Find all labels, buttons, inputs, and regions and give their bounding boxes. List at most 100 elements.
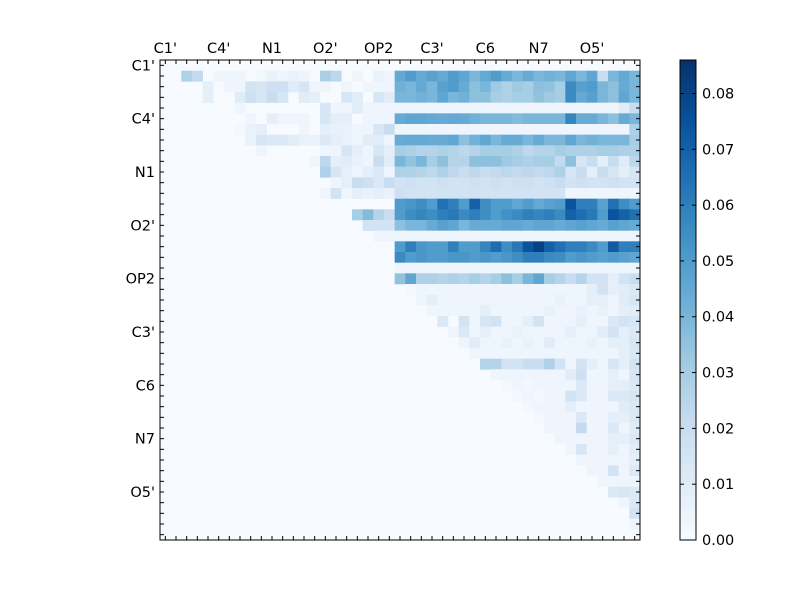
heatmap-cell xyxy=(245,124,257,135)
heatmap-cell xyxy=(469,188,481,199)
heatmap-cell xyxy=(437,156,449,167)
heatmap-cell xyxy=(533,145,545,157)
heatmap-cell xyxy=(512,241,523,253)
heatmap-cell xyxy=(416,198,427,210)
heatmap-cell xyxy=(437,305,449,317)
heatmap-cell xyxy=(341,81,353,93)
heatmap-cell xyxy=(522,380,534,391)
heatmap-cell xyxy=(597,454,609,466)
heatmap-cell xyxy=(224,81,235,93)
heatmap-cell xyxy=(330,134,342,146)
heatmap-cell xyxy=(576,241,587,253)
heatmap-cell xyxy=(618,188,630,199)
heatmap-cell xyxy=(394,102,406,114)
heatmap-cell xyxy=(437,262,449,274)
heatmap-cell xyxy=(576,198,587,210)
heatmap-cell xyxy=(522,156,534,167)
heatmap-cell xyxy=(416,92,427,103)
heatmap-cell xyxy=(469,209,481,221)
heatmap-cell xyxy=(341,92,353,103)
heatmap-cell xyxy=(362,145,374,157)
heatmap-cell xyxy=(533,102,545,114)
heatmap-cell xyxy=(426,156,438,167)
x-tick-label: N7 xyxy=(529,41,549,57)
heatmap-cell xyxy=(480,337,491,349)
heatmap-cell xyxy=(426,209,438,221)
heatmap-cell xyxy=(458,273,470,285)
heatmap-cell xyxy=(426,81,438,93)
heatmap-cell xyxy=(490,241,502,253)
heatmap-cell xyxy=(544,326,555,338)
heatmap-cell xyxy=(501,262,513,274)
heatmap-cell xyxy=(576,348,587,359)
heatmap-cell xyxy=(384,81,395,93)
heatmap-cell xyxy=(469,145,481,157)
heatmap-cell xyxy=(618,497,630,509)
heatmap-cell xyxy=(597,380,609,391)
heatmap-cell xyxy=(469,81,481,93)
heatmap-cell xyxy=(522,113,534,125)
heatmap-cell xyxy=(469,134,481,146)
heatmap-cell xyxy=(501,177,513,189)
heatmap-cell xyxy=(608,198,619,210)
heatmap-cell xyxy=(586,113,598,125)
heatmap-cell xyxy=(320,113,331,125)
heatmap-cell xyxy=(586,454,598,466)
heatmap-cell xyxy=(405,92,417,103)
heatmap-cell xyxy=(618,81,630,93)
heatmap-cell xyxy=(565,220,577,231)
heatmap-cell xyxy=(458,166,470,178)
colorbar-tick-label: 0.08 xyxy=(702,86,734,102)
heatmap-cell xyxy=(608,294,619,306)
heatmap-cell xyxy=(416,220,427,231)
heatmap-cell xyxy=(597,166,609,178)
heatmap-cell xyxy=(330,177,342,189)
heatmap-cell xyxy=(565,337,577,349)
heatmap-cell xyxy=(362,220,374,231)
heatmap-cell xyxy=(554,241,566,253)
heatmap-cell xyxy=(554,198,566,210)
heatmap-cell xyxy=(565,241,577,253)
heatmap-cell xyxy=(544,412,555,423)
heatmap-cell xyxy=(608,241,619,253)
heatmap-cell xyxy=(554,326,566,338)
heatmap-cell xyxy=(192,70,203,82)
heatmap-cell xyxy=(608,252,619,263)
heatmap-cell xyxy=(469,262,481,274)
heatmap-cell xyxy=(352,156,363,167)
heatmap-cell xyxy=(384,188,395,199)
heatmap-cell xyxy=(501,102,513,114)
heatmap-cell xyxy=(469,124,481,135)
heatmap-cell xyxy=(416,166,427,178)
heatmap-cell xyxy=(256,92,267,103)
heatmap-cell xyxy=(618,380,630,391)
heatmap-cell xyxy=(629,273,641,285)
heatmap-cell xyxy=(362,102,374,114)
heatmap-cell xyxy=(458,284,470,295)
heatmap-cell xyxy=(618,92,630,103)
heatmap-cell xyxy=(352,188,363,199)
heatmap-cell xyxy=(373,145,385,157)
heatmap-cell xyxy=(512,145,523,157)
heatmap-cell xyxy=(416,230,427,242)
heatmap-cell xyxy=(437,316,449,327)
heatmap-cell xyxy=(586,70,598,82)
heatmap-cell xyxy=(458,156,470,167)
heatmap-cell xyxy=(480,81,491,93)
heatmap-cell xyxy=(288,113,299,125)
colorbar-tick-label: 0.01 xyxy=(702,477,734,493)
heatmap-cell xyxy=(373,177,385,189)
heatmap-cell xyxy=(448,166,459,178)
heatmap-cell xyxy=(480,273,491,285)
heatmap-cell xyxy=(544,337,555,349)
heatmap-cell xyxy=(277,92,289,103)
heatmap-cell xyxy=(522,198,534,210)
heatmap-cell xyxy=(629,390,641,402)
heatmap-cell xyxy=(554,262,566,274)
heatmap-cell xyxy=(576,113,587,125)
heatmap-cell xyxy=(416,273,427,285)
heatmap-cell xyxy=(618,113,630,125)
heatmap-cell xyxy=(501,284,513,295)
heatmap-cell xyxy=(384,230,395,242)
heatmap-cell xyxy=(576,209,587,221)
